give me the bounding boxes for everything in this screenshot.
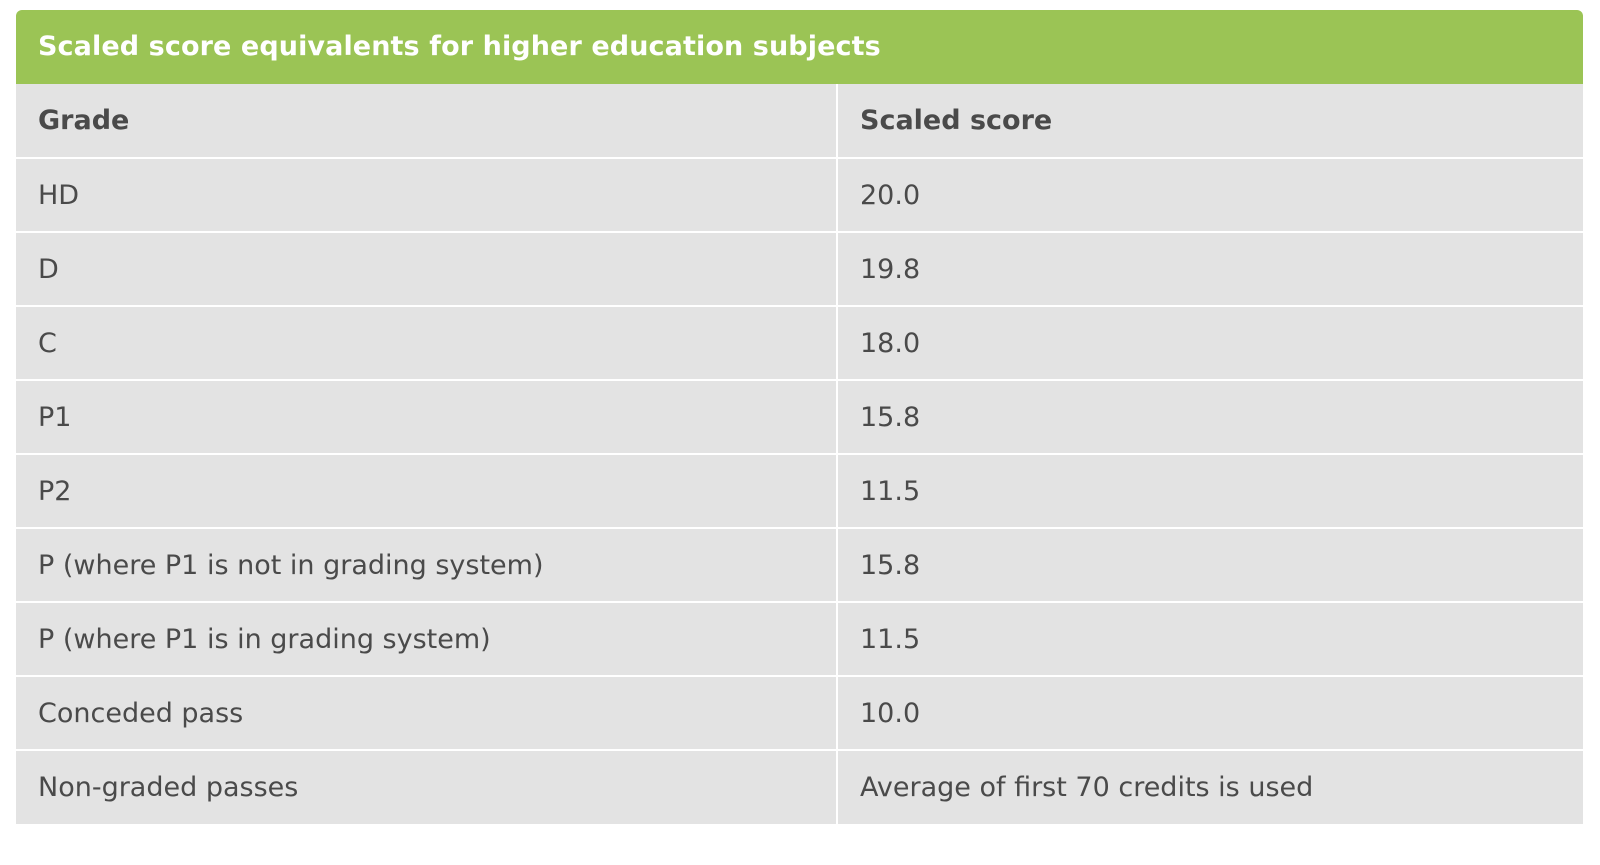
table-row: P2 11.5 xyxy=(16,454,1583,529)
score-cell: 15.8 xyxy=(837,380,1583,455)
score-cell: 20.0 xyxy=(837,158,1583,233)
grade-cell: P (where P1 is in grading system) xyxy=(16,602,838,677)
score-cell: 18.0 xyxy=(837,306,1583,381)
score-cell: Average of first 70 credits is used xyxy=(860,772,1314,803)
table-row: P (where P1 is not in grading system) 15… xyxy=(16,528,1583,603)
header-grade: Grade xyxy=(16,84,838,159)
grade-cell: HD xyxy=(16,158,838,233)
score-cell: 19.8 xyxy=(837,232,1583,307)
grade-cell: P (where P1 is not in grading system) xyxy=(16,528,838,603)
table-row: Conceded pass 10.0 xyxy=(16,676,1583,751)
table-row: C 18.0 xyxy=(16,306,1583,381)
table-caption: Scaled score equivalents for higher educ… xyxy=(16,10,1583,84)
table-row: D 19.8 xyxy=(16,232,1583,307)
grade-cell: Conceded pass xyxy=(16,676,838,751)
table-row: Non-graded passes Average of first 70 cr… xyxy=(16,750,1583,824)
table-row: HD 20.0 xyxy=(16,158,1583,233)
grade-cell: C xyxy=(16,306,838,381)
table-header-row: Grade Scaled score xyxy=(16,84,1583,159)
header-scaled-score: Scaled score xyxy=(837,84,1583,159)
grade-cell: P2 xyxy=(16,454,838,529)
scaled-score-table: Grade Scaled score HD 20.0 D 19.8 C 18.0… xyxy=(16,84,1583,824)
grade-cell: Non-graded passes xyxy=(16,750,838,824)
score-cell: 11.5 xyxy=(837,454,1583,529)
score-table-container: Scaled score equivalents for higher educ… xyxy=(16,10,1583,824)
table-row: P (where P1 is in grading system) 11.5 xyxy=(16,602,1583,677)
table-row: P1 15.8 xyxy=(16,380,1583,455)
score-cell: 10.0 xyxy=(837,676,1583,751)
score-cell: 11.5 xyxy=(837,602,1583,677)
grade-cell: P1 xyxy=(16,380,838,455)
score-cell: 15.8 xyxy=(837,528,1583,603)
grade-cell: D xyxy=(16,232,838,307)
